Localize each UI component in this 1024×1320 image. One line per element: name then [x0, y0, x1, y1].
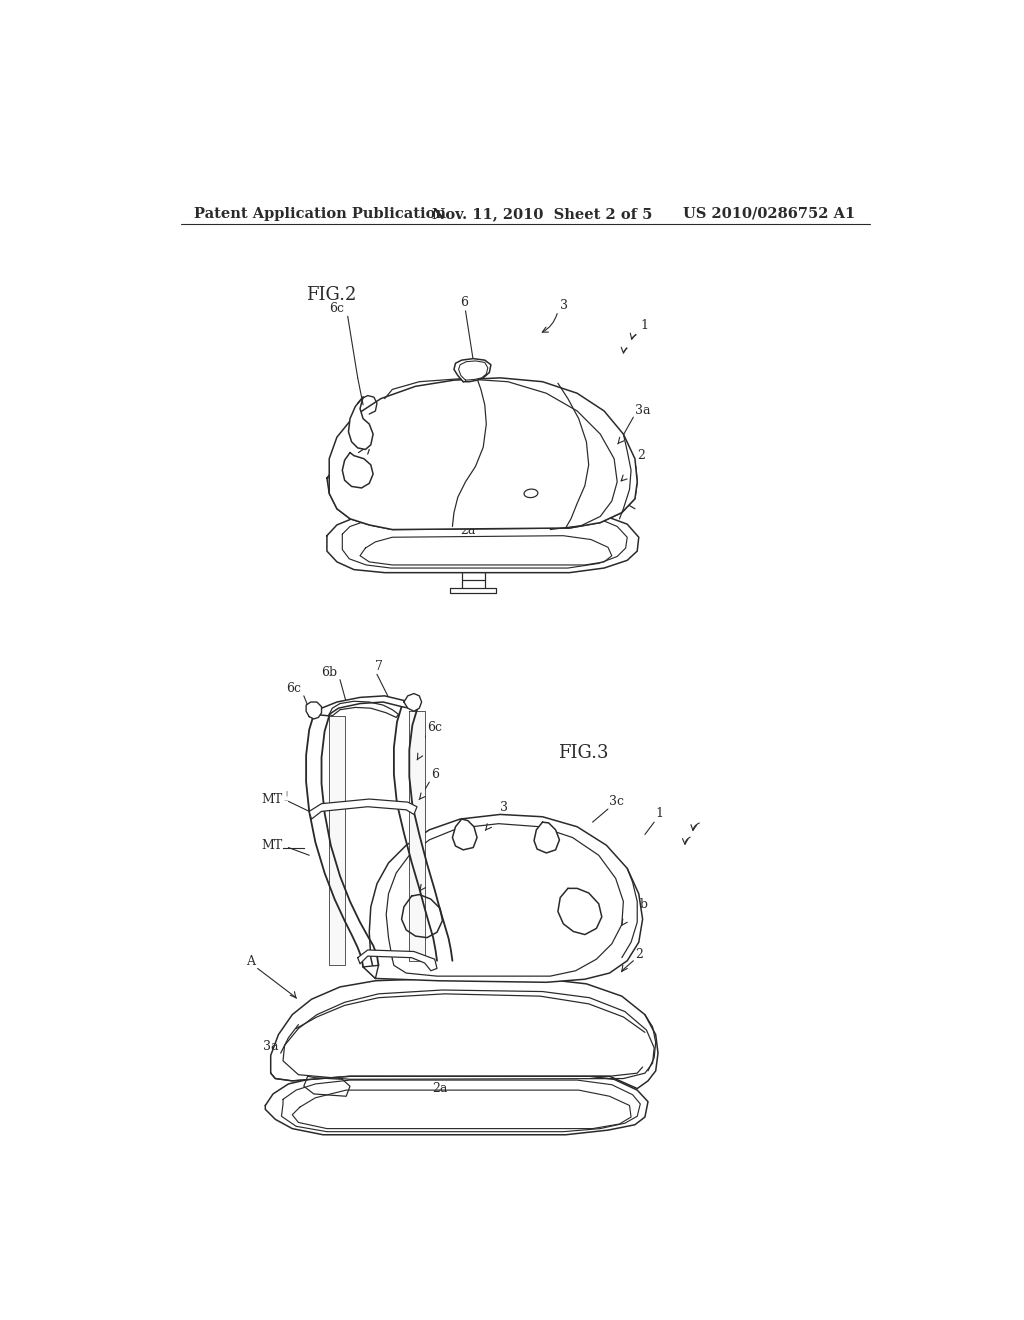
Polygon shape — [313, 696, 417, 715]
Polygon shape — [403, 693, 422, 711]
Text: 6b: 6b — [321, 665, 337, 678]
Text: 6: 6 — [460, 296, 468, 309]
Text: A: A — [247, 956, 255, 969]
Text: 2: 2 — [637, 449, 645, 462]
Text: $^{|}$: $^{|}$ — [285, 791, 288, 800]
Text: 7: 7 — [376, 660, 383, 673]
Text: 6c: 6c — [427, 721, 442, 734]
Polygon shape — [451, 589, 497, 594]
Polygon shape — [364, 965, 379, 978]
Polygon shape — [401, 895, 442, 937]
Polygon shape — [453, 818, 477, 850]
Text: MT: MT — [262, 792, 283, 805]
Polygon shape — [370, 814, 643, 982]
Text: 1: 1 — [640, 319, 648, 333]
Text: 2a: 2a — [432, 1081, 447, 1094]
Text: 6: 6 — [431, 768, 439, 781]
Polygon shape — [410, 711, 425, 961]
Polygon shape — [357, 950, 437, 970]
Polygon shape — [306, 702, 322, 719]
Text: US 2010/0286752 A1: US 2010/0286752 A1 — [683, 207, 856, 220]
Text: 1: 1 — [655, 807, 664, 820]
Polygon shape — [558, 888, 602, 935]
Polygon shape — [270, 978, 658, 1089]
Ellipse shape — [524, 490, 538, 498]
Text: ⁻: ⁻ — [283, 800, 288, 808]
Text: Patent Application Publication: Patent Application Publication — [195, 207, 446, 220]
Text: 6c: 6c — [330, 302, 345, 315]
Polygon shape — [330, 715, 345, 965]
Polygon shape — [265, 1074, 648, 1135]
Text: 3c: 3c — [609, 795, 625, 808]
Polygon shape — [327, 511, 639, 573]
Polygon shape — [535, 822, 559, 853]
Text: 3b: 3b — [429, 836, 445, 849]
Text: FIG.3: FIG.3 — [558, 744, 608, 762]
Text: 2a: 2a — [460, 524, 475, 537]
Text: 3: 3 — [500, 801, 508, 813]
Text: FIG.2: FIG.2 — [306, 286, 356, 305]
Text: MT: MT — [262, 838, 283, 851]
Polygon shape — [309, 799, 417, 818]
Text: Nov. 11, 2010  Sheet 2 of 5: Nov. 11, 2010 Sheet 2 of 5 — [432, 207, 652, 220]
Polygon shape — [327, 425, 637, 529]
Text: 3a: 3a — [635, 404, 650, 417]
Text: 6c: 6c — [287, 682, 301, 696]
Text: 3: 3 — [560, 298, 568, 312]
Text: 3a: 3a — [263, 1040, 279, 1053]
Polygon shape — [454, 359, 490, 381]
Polygon shape — [330, 378, 637, 529]
Polygon shape — [342, 453, 373, 488]
Text: 2: 2 — [635, 948, 643, 961]
Polygon shape — [348, 397, 373, 449]
Text: 2b: 2b — [633, 899, 648, 911]
